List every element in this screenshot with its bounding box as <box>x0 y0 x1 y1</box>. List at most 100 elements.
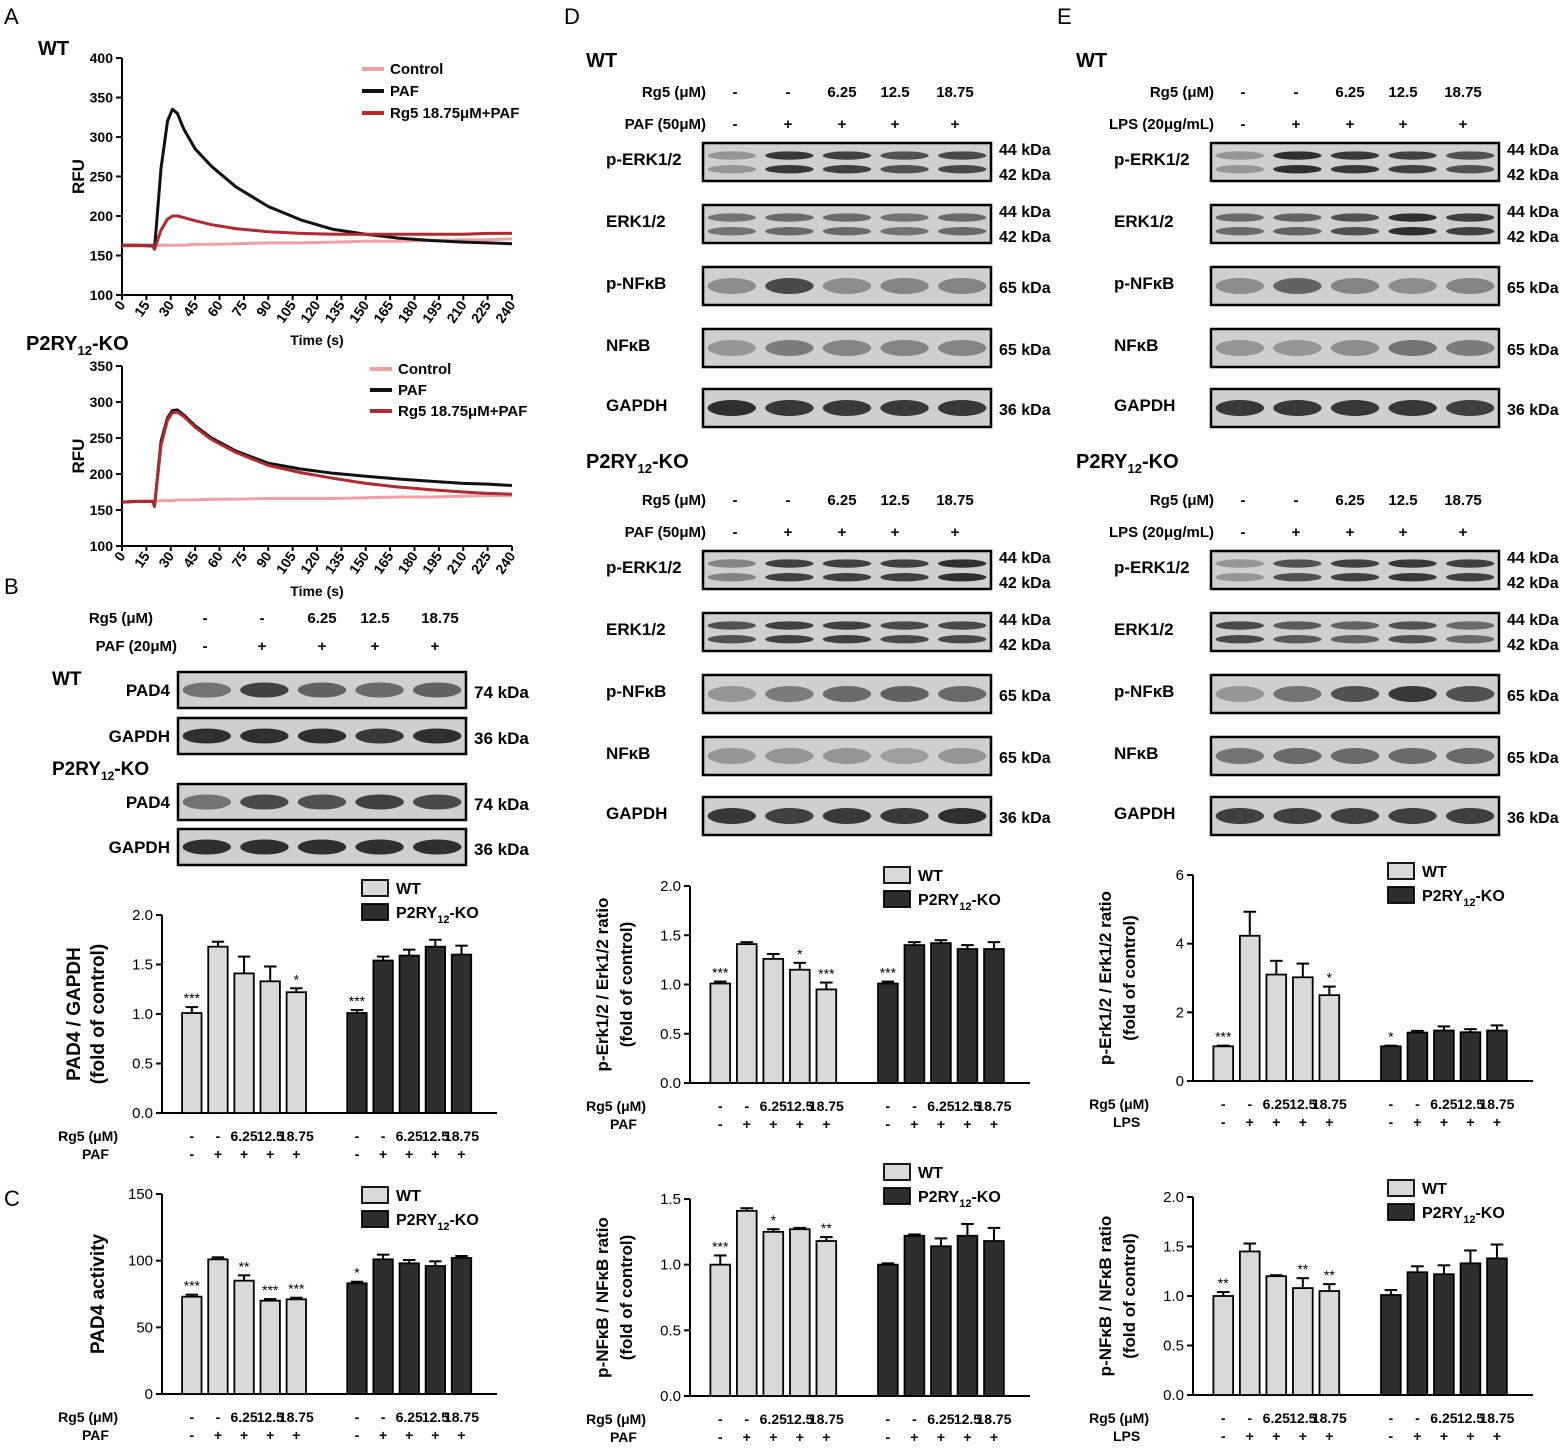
bar <box>1212 1295 1235 1396</box>
e-western-blot-ko: Rg5 (μM) LPS (20μg/mL) - - - +6.25 +12.5 +18.75… <box>1109 492 1559 837</box>
kda-label: 65 kDa <box>999 750 1051 767</box>
blot-strip-band <box>1388 340 1437 356</box>
blot-strip-band <box>1330 340 1380 356</box>
blot-strip-band <box>1330 748 1380 764</box>
x-tick-label: 30 <box>155 548 177 570</box>
blot-strip-band <box>355 794 404 810</box>
bar <box>424 1265 446 1395</box>
kda-label: 42 kDa <box>999 637 1051 654</box>
bar <box>983 948 1005 1084</box>
bar <box>1239 1250 1261 1396</box>
x-stim-value: + <box>822 1429 830 1445</box>
y-tick-label: 1.0 <box>660 977 681 994</box>
bar <box>903 944 926 1084</box>
bar-chart-d-erk: 0.0 0.5 1.0 1.5 2.0 p-Erk1/2 / Erk1/2 ratio (f… <box>586 866 1030 1132</box>
blot-strip-band <box>765 340 814 356</box>
blot-strip-band <box>880 748 929 764</box>
legend-swatch <box>1387 1203 1415 1221</box>
rg5-value: - <box>733 492 738 509</box>
blot-strip-band <box>707 808 756 824</box>
x-tick-label: 240 <box>492 297 519 325</box>
x-rg5-value: - <box>912 1411 917 1427</box>
x-stim-value: + <box>963 1116 971 1132</box>
x-rg5-value: 18.75 <box>976 1411 1011 1427</box>
series-line-3 <box>122 214 512 251</box>
x-tick-label: 225 <box>468 297 495 325</box>
x-stim-value: + <box>937 1116 945 1132</box>
blot-strip-band <box>938 621 987 630</box>
blot-strip-band <box>880 808 929 824</box>
x-rg5-value: 12.5 <box>422 1409 449 1425</box>
blot-strip-band <box>707 213 756 222</box>
x-axis-label: Time (s) <box>290 332 343 348</box>
blot-strip-band <box>182 794 231 810</box>
y-axis-label: RFU <box>69 159 88 194</box>
a-ko-label: P2RY12-KO <box>26 333 129 358</box>
x-stim-value: + <box>1246 1114 1254 1130</box>
blot-strip-band <box>707 748 756 764</box>
rg5-value: 6.25 <box>827 492 856 509</box>
stim-value: + <box>951 116 960 133</box>
kda-label: 74 kDa <box>474 795 529 814</box>
blot-strip-band <box>822 151 872 160</box>
blot-strip-band <box>1215 559 1264 568</box>
blot-strip-band <box>1388 278 1437 294</box>
y-tick-label: 2 <box>1176 1004 1184 1021</box>
y-tick-label: 250 <box>90 169 114 185</box>
kda-label: 42 kDa <box>999 575 1051 592</box>
legend-label: P2RY12-KO <box>918 892 1001 913</box>
blot-strip-band <box>1388 686 1437 702</box>
x-tick-label: 135 <box>321 548 348 576</box>
blot-strip-band <box>413 728 462 744</box>
bar <box>736 943 758 1084</box>
x-tick-label: 180 <box>394 548 421 576</box>
significance-label: *** <box>712 1238 729 1254</box>
x-stim-value: + <box>214 1427 222 1443</box>
x-stim-value: + <box>1325 1114 1333 1130</box>
blot-strip-band <box>1273 340 1322 356</box>
panel-letter-d: D <box>564 4 580 29</box>
bar <box>285 1298 307 1395</box>
x-rg5-value: 12.5 <box>1289 1096 1316 1112</box>
x-tick-label: 75 <box>228 297 250 319</box>
x-tick-label: 60 <box>204 548 226 570</box>
significance-label: *** <box>262 1282 279 1298</box>
x-tick-label: 210 <box>443 297 470 325</box>
x-stim-value: + <box>457 1146 465 1162</box>
blot-strip-band <box>355 728 404 744</box>
bar <box>877 1263 899 1397</box>
bar <box>1318 1290 1341 1396</box>
x-stim-value: + <box>910 1116 918 1132</box>
x-stim-value: + <box>1493 1114 1501 1130</box>
blot-row-label: GAPDH <box>1114 396 1175 415</box>
x-tick-label: 120 <box>297 297 324 325</box>
kda-label: 42 kDa <box>999 229 1051 246</box>
x-rg5-label: Rg5 (μM) <box>58 1409 118 1425</box>
x-rg5-label: Rg5 (μM) <box>58 1128 118 1144</box>
x-tick-label: 105 <box>273 297 300 325</box>
stim-label: PAF (50μM) <box>625 116 706 133</box>
x-rg5-value: - <box>189 1409 194 1425</box>
kda-label: 36 kDa <box>999 402 1051 419</box>
x-stim-value: + <box>379 1427 387 1443</box>
x-rg5-value: - <box>1389 1096 1394 1112</box>
stim-value: + <box>951 524 960 541</box>
kda-label: 65 kDa <box>1507 750 1559 767</box>
bar <box>233 972 255 1114</box>
blot-strip-band <box>765 151 814 160</box>
bar <box>346 1282 368 1395</box>
legend-swatch <box>361 879 389 897</box>
blot-strip-band <box>1388 573 1437 582</box>
rg5-value: - <box>1241 492 1246 509</box>
x-rg5-value: 6.25 <box>1430 1096 1457 1112</box>
stim-label: PAF (50μM) <box>625 524 706 541</box>
rg5-value: 12.5 <box>1388 84 1417 101</box>
bar <box>1486 1257 1508 1396</box>
x-rg5-value: - <box>718 1098 723 1114</box>
blot-strip-band <box>1273 151 1322 160</box>
stim-value: + <box>1292 116 1301 133</box>
x-stim-value: + <box>743 1429 751 1445</box>
blot-strip-frame <box>701 611 993 653</box>
